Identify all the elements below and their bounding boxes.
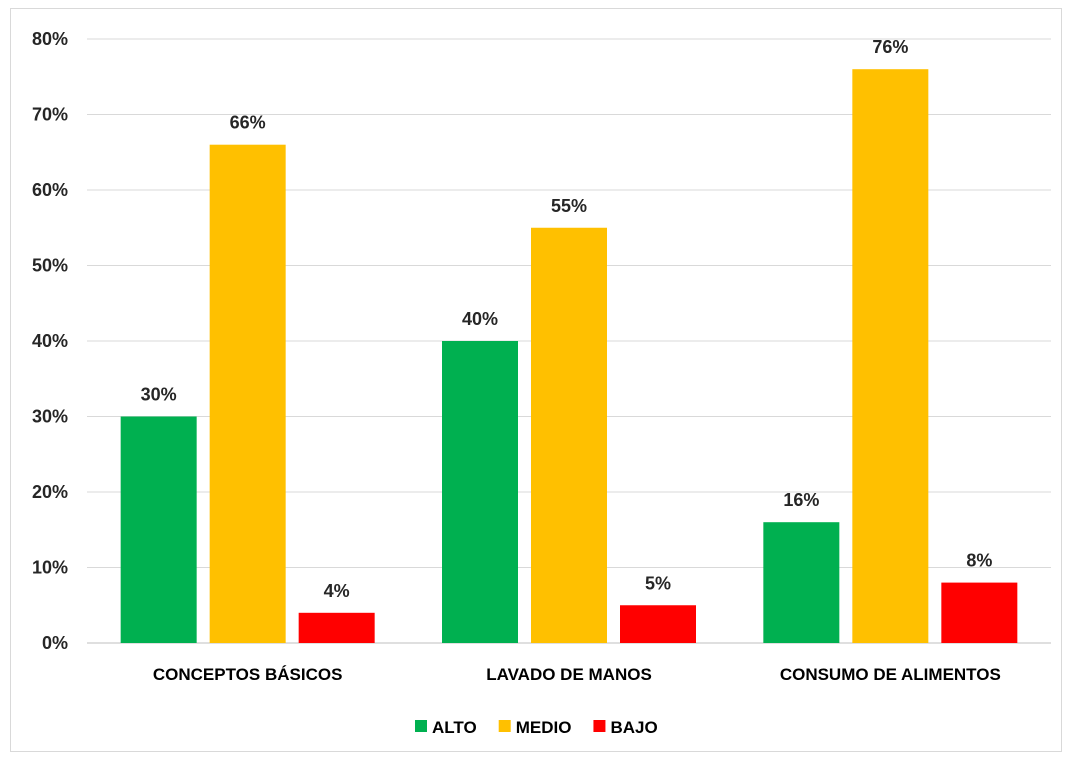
bars xyxy=(120,69,1018,643)
y-tick-label: 70% xyxy=(32,105,68,125)
data-label: 66% xyxy=(230,113,266,133)
y-tick-label: 40% xyxy=(32,331,68,351)
data-label: 8% xyxy=(966,551,992,571)
bar-alto xyxy=(763,522,840,643)
data-label: 16% xyxy=(783,490,819,510)
x-category-label: LAVADO DE MANOS xyxy=(486,665,652,684)
data-label: 30% xyxy=(141,385,177,405)
legend: ALTO MEDIO BAJO xyxy=(415,718,658,737)
y-axis: 0% 10% 20% 30% 40% 50% 60% 70% 80% xyxy=(32,29,68,653)
data-label: 76% xyxy=(872,37,908,57)
y-tick-label: 20% xyxy=(32,482,68,502)
data-label: 55% xyxy=(551,196,587,216)
bar-medio xyxy=(852,69,929,643)
legend-swatch-medio xyxy=(498,720,511,732)
legend-label-medio: MEDIO xyxy=(516,718,572,737)
y-tick-label: 0% xyxy=(42,633,68,653)
y-tick-label: 80% xyxy=(32,29,68,49)
data-label: 5% xyxy=(645,573,671,593)
x-category-label: CONCEPTOS BÁSICOS xyxy=(153,665,343,684)
bar-bajo xyxy=(298,612,375,643)
legend-label-alto: ALTO xyxy=(432,718,477,737)
bar-bajo xyxy=(941,582,1018,643)
legend-label-bajo: BAJO xyxy=(610,718,657,737)
legend-swatch-bajo xyxy=(593,720,606,732)
x-axis: CONCEPTOS BÁSICOS LAVADO DE MANOS CONSUMO … xyxy=(153,665,1001,684)
bar-alto xyxy=(120,416,197,643)
data-label: 4% xyxy=(324,581,350,601)
bar-bajo xyxy=(620,605,696,643)
y-tick-label: 10% xyxy=(32,558,68,578)
bar-alto xyxy=(442,341,518,643)
bar-medio xyxy=(209,144,286,643)
legend-swatch-alto xyxy=(415,720,427,732)
y-tick-label: 50% xyxy=(32,256,68,276)
bar-medio xyxy=(531,227,607,643)
data-label: 40% xyxy=(462,309,498,329)
y-tick-label: 30% xyxy=(32,407,68,427)
y-tick-label: 60% xyxy=(32,180,68,200)
x-category-label: CONSUMO DE ALIMENTOS xyxy=(780,665,1001,684)
data-labels: 30% 66% 4% 40% 55% 5% 16% 76% 8% xyxy=(141,37,993,601)
